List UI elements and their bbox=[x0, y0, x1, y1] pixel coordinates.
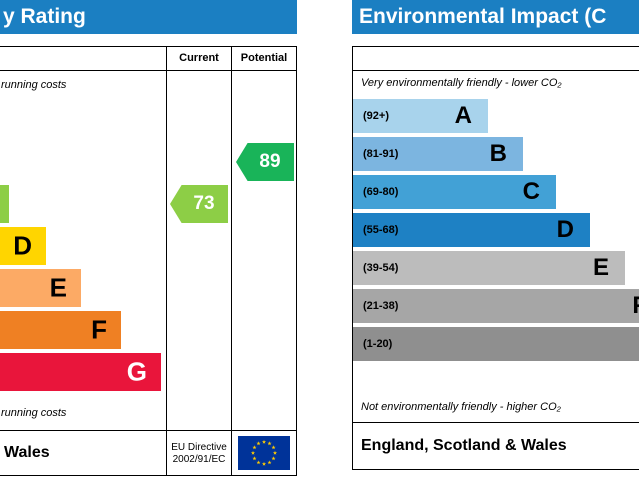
energy-band-e: E bbox=[0, 269, 81, 307]
potential-rating-tag: 89 bbox=[236, 143, 294, 181]
environmental-chart-title: Environmental Impact (C bbox=[352, 0, 639, 34]
band-letter-e: E bbox=[592, 254, 609, 281]
co2-band-f: (21-38) F bbox=[353, 289, 639, 323]
energy-chart-footer: Wales EU Directive 2002/91/EC bbox=[0, 430, 296, 475]
band-range-f: (21-38) bbox=[363, 300, 399, 312]
band-range-e: (39-54) bbox=[363, 262, 399, 274]
co2-band-c: (69-80) C bbox=[353, 175, 556, 209]
energy-band-f: F bbox=[0, 311, 121, 349]
co2-band-e: (39-54) E bbox=[353, 251, 625, 285]
band-range-g: (1-20) bbox=[363, 338, 393, 350]
potential-rating-value: 89 bbox=[259, 151, 281, 172]
eu-directive-line1: EU Directive bbox=[171, 441, 227, 453]
band-letter-f: F bbox=[91, 314, 107, 345]
column-header-potential: Potential bbox=[231, 47, 296, 70]
environmental-chart-footer: England, Scotland & Wales bbox=[353, 422, 639, 469]
current-rating-value: 73 bbox=[193, 193, 215, 214]
energy-chart-table: Current Potential running costs A B C D … bbox=[0, 46, 297, 476]
column-header-row: Current Potential bbox=[0, 47, 296, 71]
environmental-chart-body: Very environmentally friendly - lower CO… bbox=[353, 71, 639, 423]
band-letter-b: B bbox=[489, 140, 507, 167]
bottom-note: running costs bbox=[1, 407, 67, 419]
environmental-chart-table: Very environmentally friendly - lower CO… bbox=[352, 46, 639, 470]
eu-directive-label: EU Directive 2002/91/EC bbox=[166, 431, 231, 475]
band-range-d: (55-68) bbox=[363, 224, 399, 236]
column-divider bbox=[231, 71, 232, 431]
band-letter-d: D bbox=[13, 230, 32, 261]
top-note: running costs bbox=[1, 79, 67, 91]
environmental-impact-chart: Environmental Impact (C Very environment… bbox=[352, 0, 639, 470]
bottom-note: Not environmentally friendly - higher CO… bbox=[361, 401, 561, 413]
region-label: Wales bbox=[4, 444, 50, 461]
band-letter-e: E bbox=[49, 272, 67, 303]
eu-directive-line2: 2002/91/EC bbox=[172, 453, 226, 465]
co2-band-g: (1-20)G bbox=[353, 327, 639, 361]
band-letter-c: C bbox=[522, 178, 540, 205]
energy-chart-title: y Rating bbox=[0, 0, 297, 34]
energy-band-g: G bbox=[0, 353, 161, 391]
energy-rating-chart: y Rating Current Potential running costs… bbox=[0, 0, 297, 476]
eu-flag-icon bbox=[238, 436, 290, 470]
co2-band-d: (55-68) D bbox=[353, 213, 590, 247]
current-rating-tag: 73 bbox=[170, 185, 228, 223]
co2-band-a: (92+) A bbox=[353, 99, 488, 133]
top-note: Very environmentally friendly - lower CO… bbox=[361, 77, 562, 89]
energy-chart-body: running costs A B C D E F G 73 89 runnin… bbox=[0, 71, 296, 431]
band-letter-f: F bbox=[632, 292, 639, 320]
band-letter-d: D bbox=[556, 216, 574, 243]
region-label: England, Scotland & Wales bbox=[361, 437, 567, 454]
band-range-c: (69-80) bbox=[363, 186, 399, 198]
co2-band-b: (81-91) B bbox=[353, 137, 523, 171]
band-letter-a: A bbox=[454, 102, 472, 129]
eu-flag-cell bbox=[231, 431, 296, 475]
band-range-b: (81-91) bbox=[363, 148, 399, 160]
column-header-row bbox=[353, 47, 639, 71]
band-range-a: (92+) bbox=[363, 110, 389, 122]
column-header-current: Current bbox=[166, 47, 231, 70]
band-letter-g: G bbox=[126, 356, 147, 387]
energy-band-d: D bbox=[0, 227, 46, 265]
column-divider bbox=[166, 71, 167, 431]
energy-band-c: C bbox=[0, 185, 9, 223]
